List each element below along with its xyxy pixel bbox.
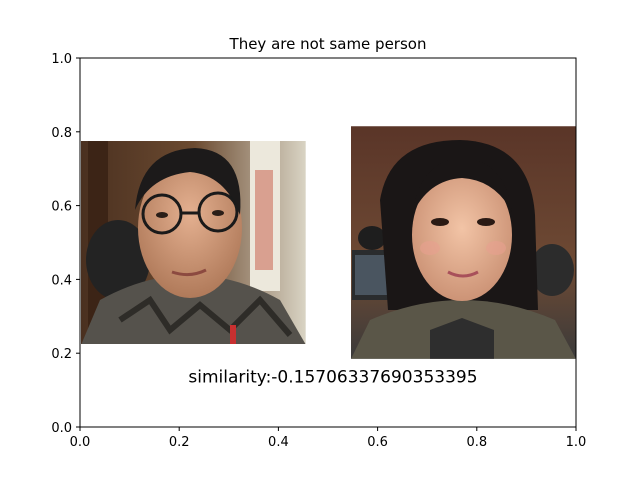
- y-tick-label: 0.4: [51, 273, 72, 288]
- x-tick-label: 0.2: [169, 435, 190, 450]
- axes-frame: [79, 57, 577, 428]
- y-tick-label: 0.2: [51, 347, 72, 362]
- x-tick-label: 0.6: [367, 435, 388, 450]
- y-tick-label: 0.6: [51, 200, 72, 215]
- y-tick-label: 1.0: [51, 52, 72, 67]
- x-tick-label: 0.0: [70, 435, 91, 450]
- face-photo-right: [351, 126, 576, 359]
- similarity-annotation: similarity:-0.15706337690353395: [188, 368, 477, 388]
- x-tick-label: 0.4: [268, 435, 289, 450]
- x-tick-label: 0.8: [466, 435, 487, 450]
- chart-title: They are not same person: [229, 35, 427, 53]
- y-tick-label: 0.8: [51, 126, 72, 141]
- x-tick-label: 1.0: [566, 435, 587, 450]
- face-photo-left: [81, 141, 306, 344]
- x-axis: 0.0 0.2 0.4 0.6 0.8 1.0: [70, 427, 587, 450]
- y-axis: 0.0 0.2 0.4 0.6 0.8 1.0: [51, 52, 80, 436]
- y-tick-label: 0.0: [51, 421, 72, 436]
